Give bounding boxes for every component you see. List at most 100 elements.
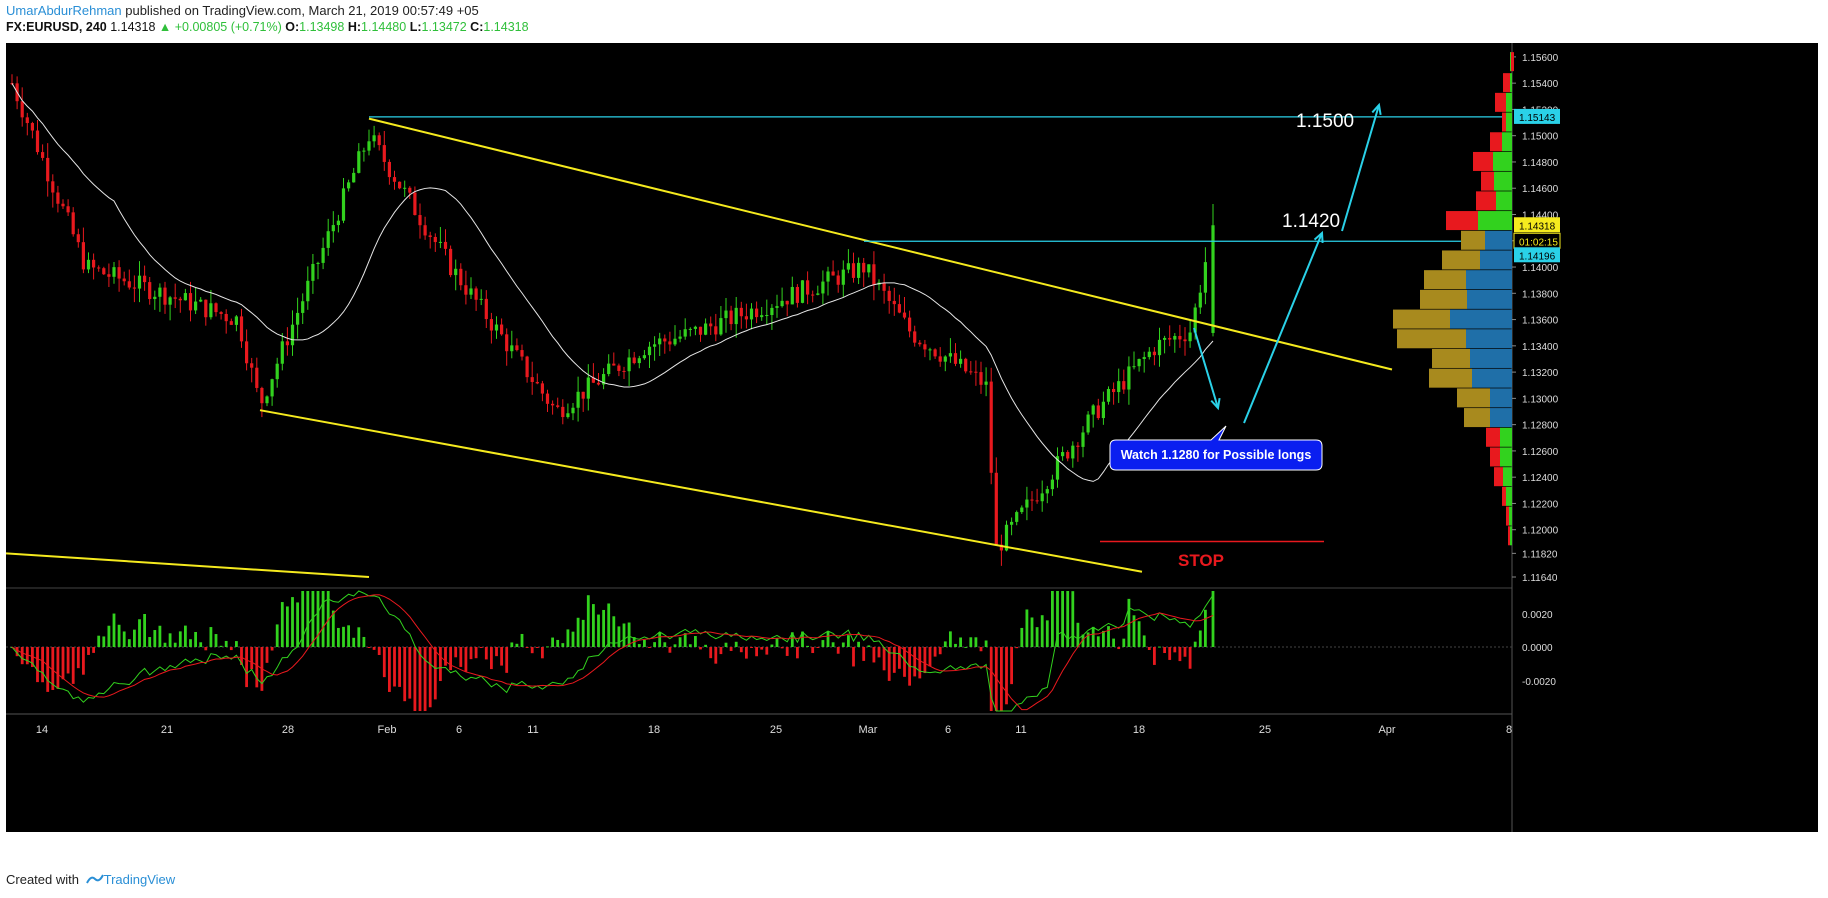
price-tag-bg — [1514, 247, 1560, 263]
macd-histogram-bar — [750, 647, 753, 648]
candle-body — [999, 544, 1003, 551]
y-tick-label: 1.11820 — [1522, 549, 1558, 560]
candle-body — [438, 241, 442, 243]
volume-profile-bar-left — [1461, 230, 1485, 250]
candle-body — [311, 263, 315, 281]
candle-body — [117, 267, 121, 279]
macd-histogram-bar — [428, 647, 432, 708]
macd-histogram-bar — [867, 645, 871, 647]
target-label-1500: 1.1500 — [1296, 111, 1354, 132]
candle-body — [362, 150, 366, 152]
price-tag-label: 1.14196 — [1519, 251, 1556, 262]
candle-body — [943, 356, 947, 362]
macd-histogram-bar — [841, 642, 845, 647]
y-tick-label: 1.15600 — [1522, 53, 1559, 64]
candle-body — [882, 282, 886, 291]
macd-histogram-bar — [821, 640, 825, 647]
created-with-text: Created with — [6, 872, 79, 887]
x-tick-label: Apr — [1378, 724, 1395, 736]
candle-body — [428, 235, 432, 237]
candle-body — [780, 300, 784, 307]
macd-histogram-bar — [892, 647, 896, 673]
macd-histogram-bar — [1193, 641, 1197, 647]
tradingview-link[interactable]: TradingView — [103, 872, 176, 887]
tradingview-logo-icon — [85, 874, 104, 884]
candle-body — [556, 405, 560, 407]
candle-body — [591, 377, 595, 383]
macd-histogram-bar — [82, 647, 85, 675]
candle-body — [51, 181, 55, 193]
candle-body — [148, 282, 152, 300]
macd-histogram-bar — [1025, 609, 1029, 647]
candle-body — [627, 357, 631, 372]
candle-body — [1061, 452, 1065, 457]
candle-body — [341, 188, 346, 221]
candle-body — [734, 307, 738, 325]
candle-body — [326, 231, 330, 248]
candle-body — [336, 220, 340, 226]
volume-profile-bar-left — [1490, 447, 1500, 467]
macd-histogram-bar — [367, 647, 371, 648]
target-label-1420: 1.1420 — [1282, 211, 1340, 232]
candle-body — [454, 268, 458, 276]
candle-body — [897, 304, 901, 313]
candles-group — [10, 74, 1215, 566]
macd-histogram-bar — [168, 633, 172, 647]
macd-histogram-bar — [1061, 591, 1064, 647]
open-value: 1.13498 — [299, 20, 345, 34]
stop-label: STOP — [1178, 551, 1224, 570]
candle-body — [321, 247, 325, 263]
candle-body — [1157, 339, 1162, 356]
candle-body — [1127, 366, 1131, 390]
candle-body — [214, 303, 218, 313]
volume-profile-bar-right — [1490, 388, 1512, 408]
volume-profile-group — [1393, 52, 1514, 546]
candle-body — [1106, 388, 1111, 402]
candle-body — [194, 301, 198, 311]
macd-histogram-bar — [719, 647, 723, 655]
candle-body — [494, 324, 499, 331]
macd-histogram-bar — [765, 647, 769, 655]
high-value: 1.14480 — [361, 20, 407, 34]
volume-profile-bar-right — [1470, 348, 1512, 368]
volume-profile-bar-left — [1464, 408, 1490, 428]
volume-profile-bar-left — [1393, 309, 1450, 329]
last-price: 1.14318 — [110, 20, 156, 34]
candle-body — [204, 299, 208, 318]
candle-body — [948, 353, 952, 357]
x-tick-label: 11 — [1015, 724, 1026, 736]
candle-body — [61, 203, 65, 207]
macd-histogram-bar — [530, 647, 534, 654]
y-tick-label: 1.13800 — [1522, 289, 1559, 300]
volume-profile-bar-left — [1473, 151, 1493, 171]
chart-svg[interactable]: 1.156001.154001.152001.150001.148001.146… — [5, 43, 1818, 832]
macd-histogram-bar — [326, 591, 330, 647]
candle-body — [760, 315, 764, 318]
macd-histogram-bar — [133, 629, 136, 647]
candle-body — [1015, 512, 1019, 522]
candle-body — [188, 293, 193, 311]
chart-background — [6, 43, 1818, 832]
macd-histogram-bar — [847, 635, 850, 647]
macd-histogram-bar — [1132, 615, 1136, 647]
macd-histogram-bar — [143, 614, 146, 647]
candle-body — [1050, 479, 1054, 490]
candle-body — [576, 391, 580, 408]
candle-body — [408, 187, 412, 193]
volume-profile-bar-right — [1500, 427, 1512, 447]
candle-body — [923, 344, 927, 350]
macd-histogram-bar — [347, 625, 350, 647]
y-tick-label: 1.13000 — [1522, 394, 1559, 405]
volume-profile-bar-left — [1502, 486, 1506, 506]
candle-body — [933, 349, 937, 357]
macd-histogram-bar — [235, 641, 238, 647]
candle-body — [857, 262, 861, 278]
candle-body — [290, 324, 295, 346]
macd-histogram-bar — [311, 591, 315, 647]
chart-canvas[interactable]: 1.156001.154001.152001.150001.148001.146… — [5, 43, 1818, 832]
price-tag-label: 1.14318 — [1519, 221, 1556, 232]
author-link[interactable]: UmarAbdurRehman — [6, 3, 122, 18]
macd-histogram-bar — [184, 625, 187, 647]
macd-histogram-bar — [265, 647, 269, 663]
candle-body — [280, 341, 284, 364]
